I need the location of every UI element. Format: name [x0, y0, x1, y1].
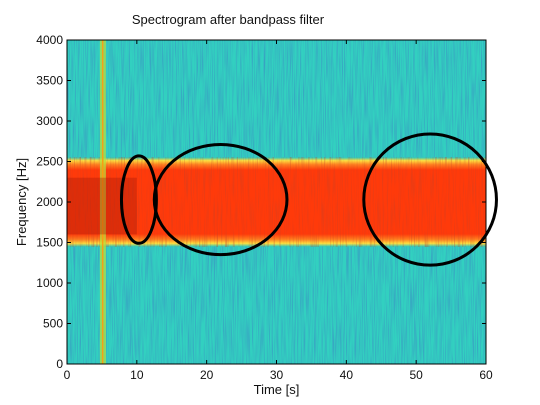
- y-tick-label: 4000: [36, 33, 63, 47]
- y-tick-label: 3000: [36, 114, 63, 128]
- x-tick-label: 20: [200, 368, 214, 382]
- y-tick-label: 2500: [36, 155, 63, 169]
- y-tick-label: 0: [56, 357, 63, 371]
- x-tick-label: 60: [479, 368, 493, 382]
- x-tick-label: 40: [340, 368, 354, 382]
- annotation-ellipse: [362, 132, 498, 267]
- y-tick-label: 3500: [36, 74, 63, 88]
- y-axis-label: Frequency [Hz]: [14, 158, 29, 246]
- y-tick-label: 500: [43, 317, 63, 331]
- annotation-ellipse: [152, 142, 289, 257]
- x-tick-label: 30: [270, 368, 284, 382]
- chart-title: Spectrogram after bandpass filter: [132, 12, 325, 27]
- x-tick-label: 0: [64, 368, 71, 382]
- annotation-ellipse: [119, 154, 158, 245]
- y-tick-label: 2000: [36, 195, 63, 209]
- y-tick-label: 1500: [36, 236, 63, 250]
- x-tick-label: 10: [130, 368, 144, 382]
- x-axis-label: Time [s]: [254, 382, 300, 397]
- y-tick-label: 1000: [36, 276, 63, 290]
- plot-area: [67, 40, 486, 364]
- x-tick-label: 50: [409, 368, 423, 382]
- event-line: [101, 40, 104, 364]
